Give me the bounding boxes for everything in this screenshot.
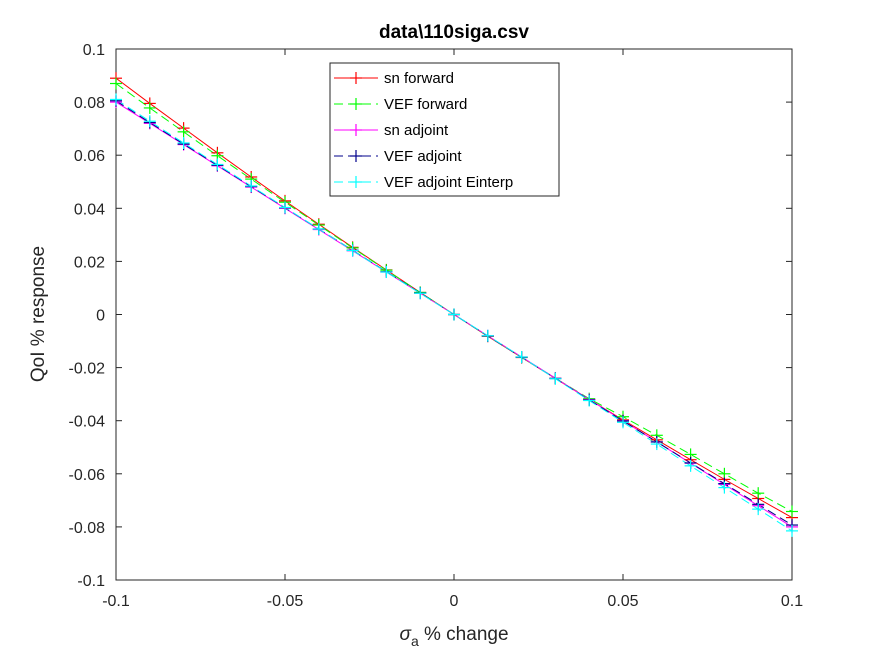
data-point-vef-adjoint-einterp (414, 287, 427, 300)
series-markers (110, 72, 798, 537)
y-tick-label: -0.02 (69, 361, 106, 378)
y-tick-label: -0.1 (77, 573, 105, 590)
y-tick-label: 0.06 (74, 148, 105, 165)
data-point-vef-adjoint-einterp (786, 524, 798, 537)
data-point-vef-adjoint-einterp (650, 438, 663, 451)
y-tick-label: -0.06 (69, 467, 106, 484)
data-point-vef-adjoint-einterp (245, 179, 258, 192)
y-tick-label: -0.08 (69, 520, 106, 537)
data-point-vef-adjoint-einterp (481, 329, 494, 342)
data-point-vef-adjoint-einterp (110, 93, 122, 106)
data-point-vef-forward (786, 505, 798, 518)
data-point-vef-adjoint-einterp (617, 416, 629, 429)
x-tick-label: 0.1 (781, 593, 803, 610)
data-point-vef-forward (143, 101, 156, 114)
x-axis-title-subscript: a (411, 633, 419, 649)
legend-label-sn-forward: sn forward (384, 70, 454, 87)
data-point-vef-forward (177, 125, 190, 138)
y-tick-label: 0 (96, 308, 105, 325)
data-point-vef-adjoint-einterp (177, 136, 190, 149)
data-point-vef-adjoint-einterp (583, 394, 596, 407)
legend-label-vef-adjoint: VEF adjoint (384, 148, 462, 165)
data-point-vef-adjoint-einterp (718, 481, 731, 494)
x-tick-label: -0.05 (267, 593, 304, 610)
y-tick-label: 0.1 (83, 42, 105, 59)
x-axis-title-symbol: σ (399, 624, 412, 645)
legend-marker-vef-adjoint-einterp (350, 176, 362, 188)
x-axis-title: σa % change (399, 624, 508, 649)
axis-ticks: -0.1 -0.05 0 0.05 0.1 -0.1 -0.08 -0.06 -0.04 -0.0… (69, 42, 804, 610)
legend-marker-sn-adjoint (350, 124, 362, 136)
data-point-vef-adjoint-einterp (549, 372, 562, 385)
legend-marker-vef-forward (350, 98, 362, 110)
x-axis-title-rest: % change (419, 624, 509, 645)
legend-label-vef-forward: VEF forward (384, 96, 467, 113)
data-point-vef-adjoint-einterp (312, 223, 325, 236)
legend-label-vef-adjoint-einterp: VEF adjoint Einterp (384, 174, 513, 191)
data-point-vef-adjoint-einterp (448, 308, 460, 321)
data-point-vef-adjoint-einterp (515, 350, 528, 363)
data-point-vef-adjoint-einterp (684, 459, 697, 472)
y-axis-title: QoI % response (28, 246, 49, 382)
legend-entries: sn forward VEF forward sn adjoint VEF adjoi… (334, 70, 513, 191)
data-point-vef-adjoint-einterp (211, 158, 224, 171)
y-tick-label: 0.02 (74, 254, 105, 271)
data-point-vef-adjoint-einterp (143, 115, 156, 128)
data-point-vef-adjoint-einterp (346, 244, 359, 257)
chart-title: data\110siga.csv (379, 22, 529, 43)
data-point-vef-forward (110, 77, 122, 90)
legend-marker-vef-adjoint (350, 150, 362, 162)
data-point-vef-adjoint-einterp (380, 266, 393, 279)
legend-marker-sn-forward (350, 72, 362, 84)
y-tick-label: 0.04 (74, 201, 105, 218)
y-tick-label: -0.04 (69, 414, 106, 431)
data-point-vef-adjoint-einterp (279, 201, 291, 214)
data-point-vef-adjoint-einterp (752, 503, 765, 516)
legend: sn forward VEF forward sn adjoint VEF adjoi… (329, 62, 560, 197)
x-tick-label: 0 (450, 593, 459, 610)
data-point-vef-forward (752, 487, 765, 500)
x-tick-label: -0.1 (102, 593, 130, 610)
y-tick-label: 0.08 (74, 95, 105, 112)
legend-label-sn-adjoint: sn adjoint (384, 122, 449, 139)
x-tick-label: 0.05 (607, 593, 638, 610)
